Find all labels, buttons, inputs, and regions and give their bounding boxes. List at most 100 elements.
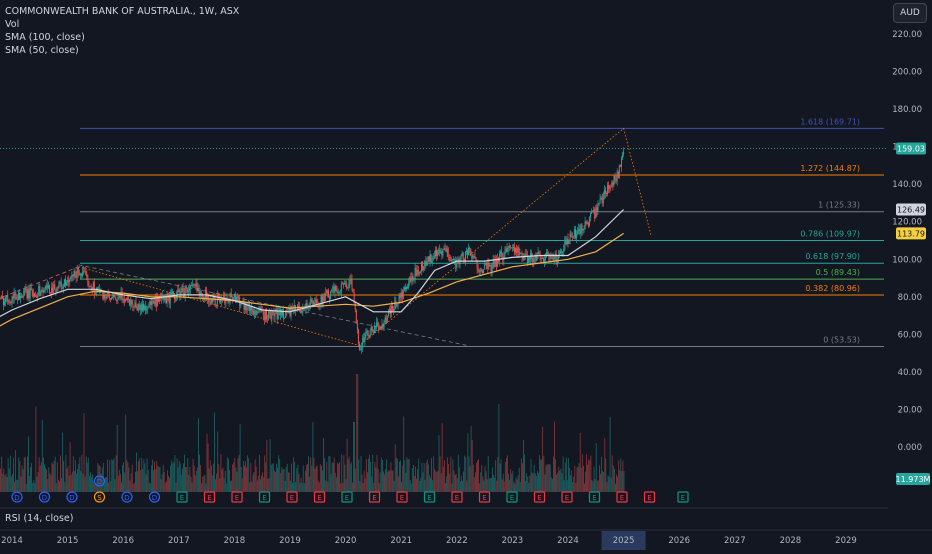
event-marker-e[interactable]: E (286, 491, 298, 503)
event-marker-e[interactable]: E (506, 491, 518, 503)
volume-bar (610, 477, 612, 492)
volume-bar (545, 465, 547, 492)
candle-body (607, 184, 609, 194)
sma100-indicator-label[interactable]: SMA (100, close) (5, 32, 85, 43)
candle-body (159, 296, 161, 302)
x-tick-label: 2014 (1, 536, 23, 546)
sma50-indicator-label[interactable]: SMA (50, close) (5, 45, 79, 56)
volume-bar (9, 455, 11, 492)
x-tick-label: 2025 (613, 536, 635, 546)
candle-body (297, 305, 298, 311)
event-marker-e[interactable]: E (203, 491, 216, 503)
candle-body (622, 154, 623, 159)
candle-body (89, 286, 91, 288)
volume-bar (417, 469, 418, 492)
candle-body (8, 301, 10, 303)
volume-bar (534, 473, 536, 492)
event-marker-circle (148, 491, 161, 503)
event-marker-s[interactable]: S (93, 491, 106, 503)
event-marker-e[interactable]: E (588, 491, 601, 503)
candle-body (537, 252, 539, 255)
volume-bar (116, 425, 118, 492)
event-marker-e[interactable]: E (677, 491, 689, 503)
currency-button[interactable]: AUD (893, 3, 927, 23)
event-marker-e[interactable]: E (396, 491, 408, 503)
event-marker-e[interactable]: E (451, 491, 463, 503)
event-marker-box (478, 491, 491, 503)
event-marker-e[interactable]: E (341, 491, 353, 503)
event-marker-d[interactable]: D (38, 491, 51, 503)
candle-body (568, 240, 570, 244)
volume-bar (372, 454, 374, 492)
volume-bar (393, 480, 395, 492)
event-marker-e[interactable]: E (313, 491, 326, 503)
event-marker-d[interactable]: D (121, 491, 133, 503)
volume-indicator-label[interactable]: Vol (5, 19, 20, 30)
event-marker-e[interactable]: E (231, 491, 243, 503)
volume-bar (139, 458, 140, 492)
volume-bar (431, 458, 432, 492)
volume-bar (141, 457, 143, 492)
event-marker-letter: E (180, 494, 184, 502)
volume-bar (356, 374, 358, 492)
event-marker-e[interactable]: E (643, 491, 656, 503)
candle-body (56, 287, 58, 292)
event-marker-d[interactable]: D (93, 475, 106, 487)
candle-body (352, 289, 354, 293)
candle-body (46, 285, 48, 288)
candle-body (283, 311, 285, 319)
rsi-indicator-label[interactable]: RSI (14, close) (5, 513, 74, 524)
candle-body (503, 255, 505, 260)
volume-bar (468, 456, 470, 492)
volume-bar (4, 475, 6, 492)
symbol-title[interactable]: COMMONWEALTH BANK OF AUSTRALIA., 1W, ASX (5, 6, 240, 17)
event-marker-d[interactable]: D (148, 491, 161, 503)
event-marker-letter: E (400, 494, 404, 502)
event-marker-e[interactable]: E (561, 491, 573, 503)
volume-bar (516, 479, 518, 492)
fib-level-label: 1 (125.33) (818, 201, 860, 210)
volume-bar (421, 462, 423, 492)
event-marker-e[interactable]: E (368, 491, 381, 503)
candle-body (397, 303, 399, 307)
candle-body (143, 304, 144, 310)
event-marker-d[interactable]: D (66, 491, 78, 503)
volume-bar (185, 467, 186, 492)
volume-bar (449, 473, 451, 492)
event-marker-d[interactable]: D (11, 491, 23, 503)
volume-bar (30, 467, 31, 492)
volume-bar (290, 481, 291, 492)
volume-bar (496, 480, 498, 492)
event-marker-e[interactable]: E (478, 491, 491, 503)
volume-bar (577, 466, 579, 492)
volume-bar (69, 442, 71, 492)
event-marker-e[interactable]: E (533, 491, 546, 503)
candle-body (319, 304, 321, 306)
candle-body (312, 301, 313, 303)
volume-bar (315, 466, 317, 492)
candle-body (366, 330, 368, 332)
volume-bar (565, 457, 567, 492)
volume-bar (205, 483, 207, 492)
volume-bar (371, 476, 373, 492)
candle-body (84, 271, 86, 273)
volume-bar (86, 462, 88, 492)
volume-bar (448, 464, 449, 492)
volume-bar (137, 471, 138, 492)
volume-bar (125, 414, 127, 492)
candle-body (419, 271, 421, 273)
event-marker-e[interactable]: E (176, 491, 188, 503)
candle-body (598, 203, 600, 206)
candle-body (550, 254, 552, 259)
candle-body (15, 297, 17, 300)
volume-bar (291, 463, 292, 492)
volume-bar (95, 483, 97, 492)
candle-body (63, 279, 65, 287)
volume-bar (67, 465, 69, 492)
candle-body (6, 295, 8, 298)
event-marker-e[interactable]: E (258, 491, 271, 503)
event-marker-e[interactable]: E (423, 491, 436, 503)
event-marker-e[interactable]: E (616, 491, 628, 503)
